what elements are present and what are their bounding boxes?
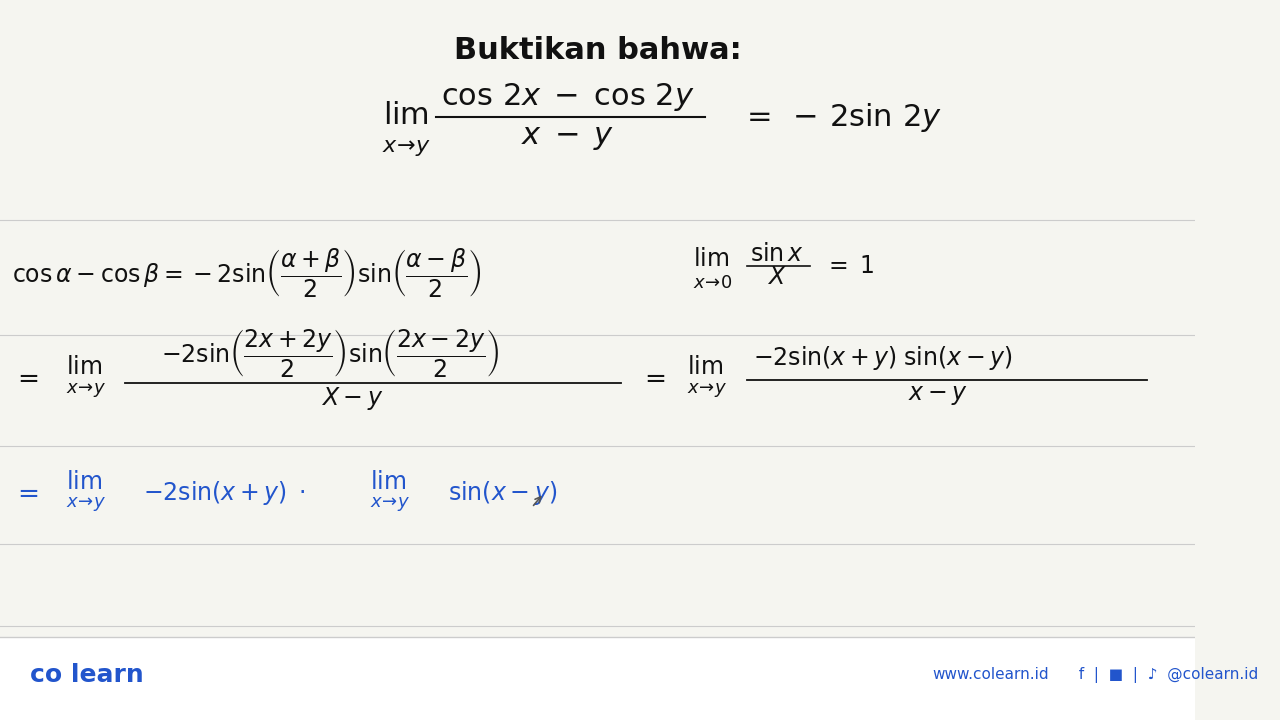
Text: $-2\sin(x+y)\;\cdot$: $-2\sin(x+y)\;\cdot$ [143, 480, 306, 507]
Text: $x \!\rightarrow\! y$: $x \!\rightarrow\! y$ [381, 138, 431, 158]
Text: $\sin x$: $\sin x$ [750, 243, 804, 266]
Text: co learn: co learn [29, 662, 143, 687]
Text: f  |  ■  |  ♪  @colearn.id: f | ■ | ♪ @colearn.id [1070, 667, 1258, 683]
Text: $\cos\,2x\;-\;\cos\,2y$: $\cos\,2x\;-\;\cos\,2y$ [440, 81, 695, 113]
Text: $=$: $=$ [639, 365, 666, 391]
Text: $\sin(x-y)$: $\sin(x-y)$ [448, 480, 557, 507]
Text: $=\;1$: $=\;1$ [824, 255, 874, 278]
Text: $=$: $=$ [12, 365, 38, 391]
Text: $x\!\rightarrow\!y$: $x\!\rightarrow\!y$ [370, 495, 411, 513]
Text: $x\!\rightarrow\!0$: $x\!\rightarrow\!0$ [692, 274, 732, 292]
Text: $\cos\alpha - \cos\beta = -2\sin\!\left(\dfrac{\alpha+\beta}{2}\right)\sin\!\lef: $\cos\alpha - \cos\beta = -2\sin\!\left(… [12, 247, 481, 300]
Text: $x\!\rightarrow\!y$: $x\!\rightarrow\!y$ [687, 382, 727, 399]
Text: $-2\sin\!\left(\dfrac{2x+2y}{2}\right)\sin\!\left(\dfrac{2x-2y}{2}\right)$: $-2\sin\!\left(\dfrac{2x+2y}{2}\right)\s… [161, 328, 499, 380]
Text: $X - y$: $X - y$ [321, 384, 384, 412]
Text: $\lim$: $\lim$ [370, 470, 407, 495]
Text: $\lim$: $\lim$ [383, 101, 429, 130]
Text: $=$: $=$ [12, 480, 38, 506]
Text: $\lim$: $\lim$ [65, 355, 102, 379]
Text: www.colearn.id: www.colearn.id [932, 667, 1048, 682]
Text: $x - y$: $x - y$ [908, 384, 968, 407]
Text: $x\!\rightarrow\!y$: $x\!\rightarrow\!y$ [65, 495, 106, 513]
Text: $\lim$: $\lim$ [65, 470, 102, 495]
Text: $\lim$: $\lim$ [687, 355, 723, 379]
Text: Buktikan bahwa:: Buktikan bahwa: [453, 36, 741, 65]
Bar [0, 637, 1196, 720]
Text: $x\!\rightarrow\!y$: $x\!\rightarrow\!y$ [65, 382, 106, 399]
Text: $x\;-\;y$: $x\;-\;y$ [521, 121, 614, 153]
Text: $\lim$: $\lim$ [692, 247, 730, 271]
Text: $X$: $X$ [767, 266, 786, 289]
Text: $=\;-\,2\sin\,2y$: $=\;-\,2\sin\,2y$ [741, 101, 942, 134]
Text: $-2\sin(x+y)\;\sin(x-y)$: $-2\sin(x+y)\;\sin(x-y)$ [753, 344, 1012, 372]
